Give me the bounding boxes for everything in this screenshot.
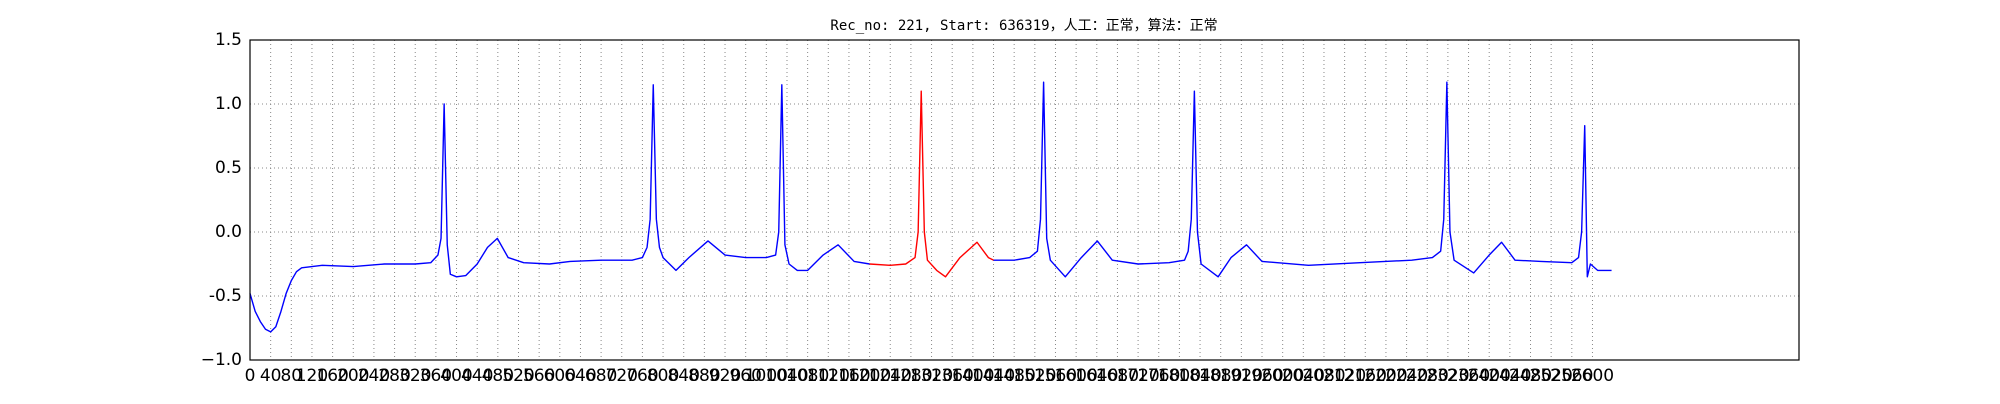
x-tick-label: 1920 bbox=[1220, 366, 1263, 386]
x-tick-label: 2080 bbox=[1302, 366, 1345, 386]
plot-frame bbox=[249, 39, 1800, 361]
x-tick-label: 680 bbox=[585, 366, 617, 386]
x-tick-label: 2320 bbox=[1426, 366, 1469, 386]
x-tick-label: 2440 bbox=[1488, 366, 1531, 386]
y-tick-label: -0.5 bbox=[209, 286, 242, 306]
x-tick-label: 480 bbox=[482, 366, 514, 386]
x-tick-label: 1400 bbox=[951, 366, 994, 386]
x-tick-label: 240 bbox=[358, 366, 390, 386]
x-tick-label: 1640 bbox=[1075, 366, 1118, 386]
x-tick-label: 160 bbox=[316, 366, 348, 386]
x-tick-label: 2040 bbox=[1282, 366, 1325, 386]
y-tick-label: 0.0 bbox=[215, 222, 242, 242]
x-tick-label: 1280 bbox=[889, 366, 932, 386]
x-tick-label: 1320 bbox=[910, 366, 953, 386]
x-tick-label: 1800 bbox=[1158, 366, 1201, 386]
x-tick-label: 2200 bbox=[1364, 366, 1407, 386]
x-tick-label: 1000 bbox=[745, 366, 788, 386]
x-tick-label: 1240 bbox=[869, 366, 912, 386]
x-tick-label: 1440 bbox=[972, 366, 1015, 386]
x-tick-label: 840 bbox=[667, 366, 699, 386]
y-tick-label: 1.5 bbox=[215, 30, 242, 50]
x-tick-label: 2480 bbox=[1509, 366, 1552, 386]
y-tick-label: 1.0 bbox=[215, 94, 242, 114]
x-tick-label: 1200 bbox=[848, 366, 891, 386]
x-tick-label: 2520 bbox=[1530, 366, 1573, 386]
x-tick-label: 920 bbox=[709, 366, 741, 386]
x-tick-label: 2240 bbox=[1385, 366, 1428, 386]
x-tick-label: 1480 bbox=[993, 366, 1036, 386]
y-tick-label: 0.5 bbox=[215, 158, 242, 178]
x-tick-label: 200 bbox=[337, 366, 369, 386]
x-tick-label: 1840 bbox=[1178, 366, 1221, 386]
x-tick-label: 960 bbox=[729, 366, 761, 386]
ecg-line bbox=[249, 81, 1612, 333]
x-tick-label: 2160 bbox=[1344, 366, 1387, 386]
x-tick-label: 1880 bbox=[1199, 366, 1242, 386]
x-tick-label: 1600 bbox=[1055, 366, 1098, 386]
x-tick-label: 1960 bbox=[1240, 366, 1283, 386]
x-tick-label: 2000 bbox=[1261, 366, 1304, 386]
x-tick-label: 800 bbox=[647, 366, 679, 386]
x-tick-label: 80 bbox=[280, 366, 302, 386]
x-tick-label: 120 bbox=[296, 366, 328, 386]
x-tick-label: 2400 bbox=[1468, 366, 1511, 386]
x-tick-label: 1360 bbox=[931, 366, 974, 386]
x-tick-label: 1680 bbox=[1096, 366, 1139, 386]
x-tick-label: 1520 bbox=[1013, 366, 1056, 386]
x-tick-label: 1560 bbox=[1034, 366, 1077, 386]
x-tick-label: 1160 bbox=[827, 366, 870, 386]
x-tick-label: 2280 bbox=[1406, 366, 1449, 386]
x-tick-label: 640 bbox=[564, 366, 596, 386]
ecg-line bbox=[869, 90, 994, 278]
x-tick-label: 440 bbox=[461, 366, 493, 386]
x-tick-label: 2600 bbox=[1571, 366, 1614, 386]
chart-title: Rec_no: 221, Start: 636319，人工：正常，算法：正常 bbox=[830, 18, 1217, 34]
x-tick-label: 360 bbox=[420, 366, 452, 386]
x-tick-label: 1120 bbox=[807, 366, 850, 386]
x-tick-label: 1720 bbox=[1116, 366, 1159, 386]
x-tick-label: 280 bbox=[378, 366, 410, 386]
x-tick-label: 720 bbox=[606, 366, 638, 386]
x-tick-label: 2360 bbox=[1447, 366, 1490, 386]
x-tick-label: 520 bbox=[502, 366, 534, 386]
x-tick-label: 1760 bbox=[1137, 366, 1180, 386]
x-tick-label: 40 bbox=[260, 366, 282, 386]
x-tick-label: 880 bbox=[688, 366, 720, 386]
x-tick-label: 400 bbox=[440, 366, 472, 386]
x-tick-label: 0 bbox=[245, 366, 256, 386]
x-tick-label: 1080 bbox=[786, 366, 829, 386]
x-tick-label: 760 bbox=[626, 366, 658, 386]
x-tick-label: 560 bbox=[523, 366, 555, 386]
x-tick-label: 2560 bbox=[1550, 366, 1593, 386]
x-tick-label: 320 bbox=[399, 366, 431, 386]
x-tick-label: 600 bbox=[544, 366, 576, 386]
y-tick-label: −1.0 bbox=[201, 350, 242, 370]
x-tick-label: 2120 bbox=[1323, 366, 1366, 386]
x-tick-label: 1040 bbox=[765, 366, 808, 386]
